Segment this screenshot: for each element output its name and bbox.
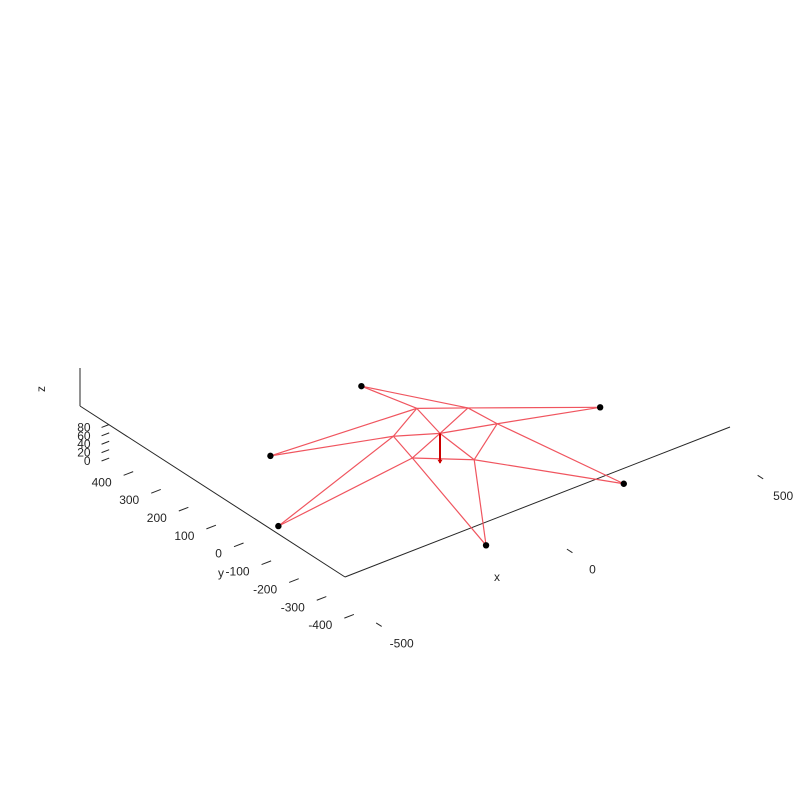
y-tick	[151, 488, 161, 494]
truss-member	[474, 459, 624, 485]
truss-member	[361, 385, 417, 409]
z-tick	[101, 432, 110, 437]
y-tick-label: -100	[226, 565, 250, 579]
truss-member	[467, 406, 601, 409]
truss-member	[496, 423, 625, 485]
support-node	[596, 404, 604, 411]
y-tick	[344, 613, 355, 619]
y-axis-label: y	[218, 566, 224, 580]
x-axis-line	[344, 426, 731, 578]
y-tick	[233, 542, 244, 548]
x-tick	[757, 474, 764, 480]
truss-members	[270, 385, 625, 546]
support-node	[620, 480, 627, 487]
x-tick-label: 0	[589, 563, 596, 577]
y-tick-label: 100	[174, 529, 194, 543]
y-tick	[178, 506, 189, 512]
truss-member	[277, 435, 394, 527]
support-nodes	[267, 382, 627, 549]
z-tick-label: 40	[77, 437, 91, 451]
support-node	[358, 382, 365, 390]
z-tick-label: 80	[77, 420, 91, 434]
y-tick-label: 0	[215, 547, 222, 561]
support-node	[482, 542, 490, 549]
z-tick	[101, 440, 110, 445]
load-arrow-head	[437, 459, 443, 464]
y-tick	[123, 471, 134, 476]
x-tick-label: 500	[773, 489, 793, 503]
z-tick-label: 20	[77, 446, 91, 460]
z-tick	[101, 457, 110, 462]
x-tick	[375, 622, 382, 627]
support-node	[267, 452, 274, 460]
y-tick	[288, 578, 299, 583]
y-tick-label: -400	[308, 618, 332, 632]
y-tick-group: -400-300 -200-100 0 100 200 300 400	[92, 471, 355, 632]
x-tick	[566, 548, 573, 554]
support-node	[275, 522, 282, 530]
truss-member	[497, 406, 601, 425]
truss-member	[467, 407, 498, 425]
truss-member	[439, 407, 469, 434]
z-tick	[101, 424, 110, 428]
truss-member	[270, 435, 394, 457]
z-axis-label: z	[34, 386, 48, 392]
y-tick-label: 200	[147, 511, 167, 525]
truss-member	[439, 432, 475, 461]
truss-member	[439, 423, 498, 434]
z-tick-label: 0	[84, 454, 91, 468]
truss-member	[278, 457, 413, 527]
y-tick	[261, 560, 272, 566]
y-tick	[206, 524, 217, 530]
z-tick	[101, 449, 110, 454]
y-tick-label: -200	[253, 582, 277, 596]
truss-member	[412, 457, 475, 461]
truss-member	[411, 457, 487, 546]
truss-member	[473, 459, 487, 546]
y-tick-label: 400	[92, 475, 112, 489]
truss-member	[473, 423, 498, 461]
truss-member	[411, 432, 441, 459]
truss-member	[392, 407, 418, 437]
x-axis-label: x	[494, 570, 500, 584]
x-tick-label: -500	[390, 636, 414, 650]
truss-member	[416, 407, 441, 434]
truss-member	[361, 385, 469, 409]
z-tick-label: 60	[77, 429, 91, 443]
y-tick	[316, 596, 327, 601]
load-arrows	[437, 433, 443, 464]
truss-member	[270, 407, 417, 457]
y-tick-label: -300	[281, 600, 305, 614]
y-axis-line	[79, 405, 346, 578]
y-tick-label: 300	[119, 493, 139, 507]
x-tick-group: -500 0 500	[375, 474, 794, 650]
truss-member	[393, 432, 441, 437]
truss-member	[392, 435, 413, 459]
